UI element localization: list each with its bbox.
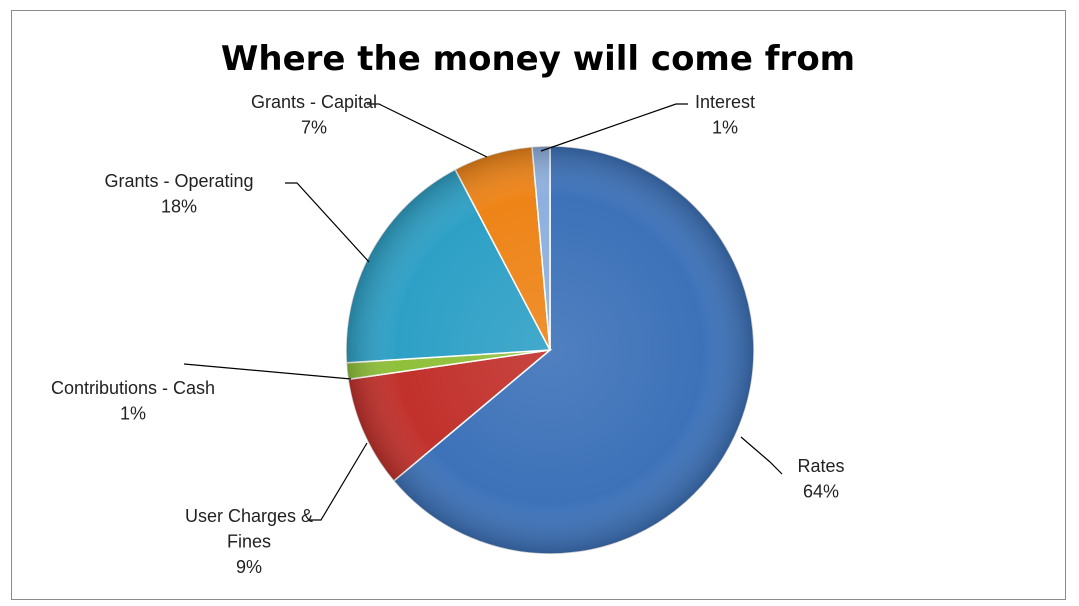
leader-line (367, 103, 488, 158)
data-label: Interest 1% (695, 92, 755, 138)
leader-line (308, 442, 368, 521)
leader-line (740, 436, 783, 475)
leader-line (540, 103, 688, 152)
data-label: Grants - Capital 7% (251, 92, 377, 138)
leader-line (285, 182, 370, 263)
chart-title: Where the money will come from (221, 39, 855, 79)
data-label: Grants - Operating 18% (104, 171, 253, 217)
data-label: Contributions - Cash 1% (51, 378, 215, 424)
leader-line (183, 363, 352, 380)
data-label: Rates 64% (797, 456, 844, 502)
data-label: User Charges & Fines 9% (185, 506, 313, 577)
